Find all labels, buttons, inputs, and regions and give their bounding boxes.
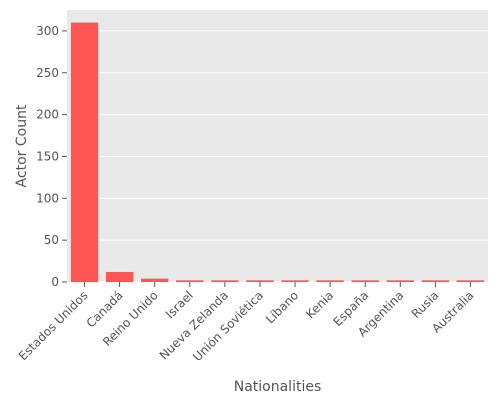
bar	[421, 280, 450, 282]
bar	[176, 280, 204, 282]
bar	[456, 280, 485, 282]
y-tick-label: 300	[36, 24, 59, 38]
y-tick-label: 150	[36, 149, 59, 163]
bar	[351, 280, 379, 282]
bar	[141, 278, 169, 282]
x-tick-label: Israel	[163, 288, 196, 321]
x-tick-label: Líbano	[263, 288, 301, 326]
x-tick-label: Estados Unidos	[16, 288, 91, 363]
x-tick-label: Kenia	[303, 288, 336, 321]
bar	[211, 280, 239, 282]
x-tick-label: Rusia	[409, 288, 442, 321]
bars	[70, 22, 485, 283]
y-tick-label: 0	[51, 275, 59, 289]
gridlines	[67, 30, 488, 283]
y-axis-ticks: 0 50 100 150 200 250 300	[36, 24, 67, 289]
bar	[70, 22, 99, 283]
bar	[105, 271, 134, 282]
y-tick-label: 250	[36, 66, 59, 80]
bar	[281, 280, 309, 282]
bar	[386, 280, 414, 282]
y-axis-label: Actor Count	[14, 104, 30, 187]
bar	[316, 280, 344, 282]
x-axis-label: Nationalities	[234, 379, 322, 395]
y-tick-label: 100	[36, 191, 59, 205]
plot-area	[67, 10, 488, 282]
bar	[246, 280, 274, 282]
y-tick-label: 200	[36, 108, 59, 122]
y-tick-label: 50	[44, 233, 59, 247]
